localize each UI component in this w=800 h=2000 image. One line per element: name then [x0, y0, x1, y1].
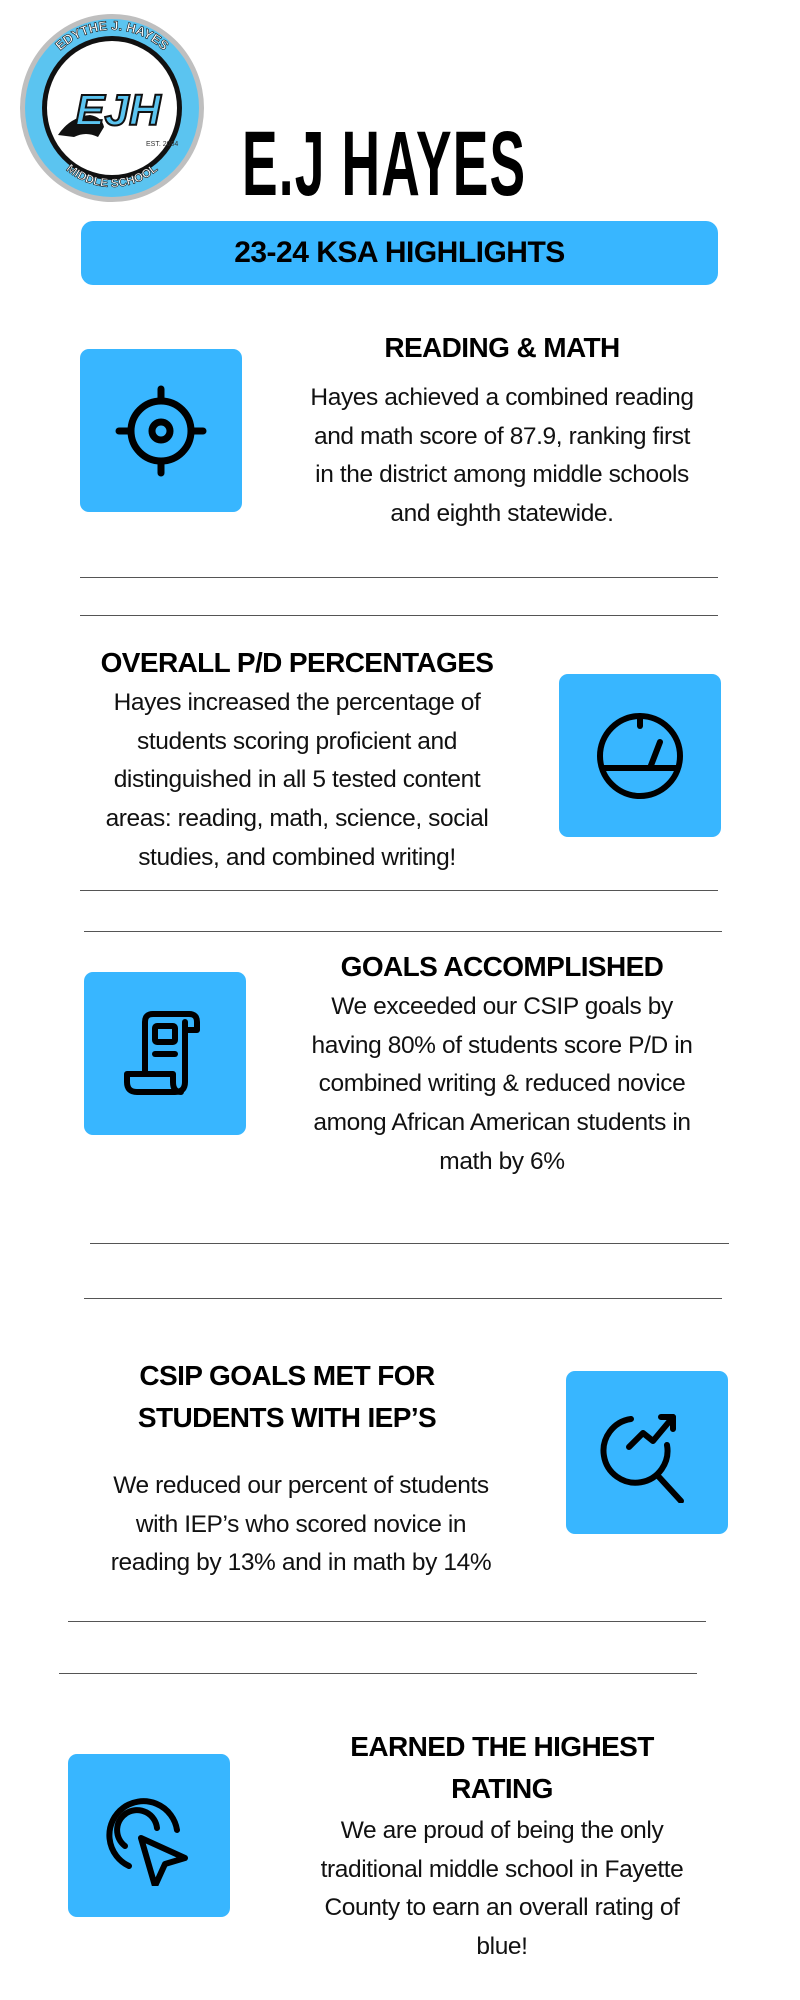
section-text: We exceeded our CSIP goals by having 80%…: [312, 988, 693, 1182]
search-trend-icon: [600, 1413, 684, 1503]
divider: [59, 1673, 697, 1674]
svg-text:EJH: EJH: [75, 86, 162, 135]
text-line: County to earn an overall rating of: [324, 1894, 680, 1922]
section-heading: STUDENTS WITH IEP’S: [137, 1402, 437, 1433]
page-title: E.J HAYES: [242, 113, 527, 215]
document-scroll-icon: [124, 1010, 200, 1095]
highlights-banner: 23-24 KSA HIGHLIGHTS: [81, 221, 718, 285]
text-line: and eighth statewide.: [390, 500, 614, 528]
svg-text:EST. 2004: EST. 2004: [146, 141, 178, 148]
text-line: studies, and combined writing!: [138, 843, 456, 871]
section-heading: EARNED THE HIGHEST: [350, 1731, 654, 1762]
divider: [84, 1298, 722, 1299]
section-heading: READING & MATH: [384, 332, 620, 363]
text-line: having 80% of students score P/D in: [311, 1031, 693, 1059]
text-line: Hayes increased the percentage of: [113, 689, 481, 716]
text-line: We reduced our percent of students: [113, 1472, 489, 1499]
search-trend-icon-box: [566, 1371, 728, 1534]
text-line: We are proud of being the only: [340, 1817, 664, 1844]
gauge-icon: [597, 712, 683, 799]
divider: [80, 577, 718, 578]
section-overall-pd: OVERALL P/D PERCENTAGES Hayes increased …: [101, 642, 494, 878]
text-line: areas: reading, math, science, social: [105, 805, 489, 833]
text-line: We exceeded our CSIP goals by: [331, 993, 673, 1020]
school-logo: EDYTHE J. HAYES EJH EST. 2004 MIDDLE SCH…: [18, 13, 206, 204]
cursor-icon-box: [68, 1754, 230, 1917]
divider: [68, 1621, 706, 1622]
text-line: traditional middle school in Fayette: [320, 1855, 684, 1883]
text-line: with IEP’s who scored novice in: [135, 1510, 467, 1538]
section-highest-rating: EARNED THE HIGHEST RATING We are proud o…: [321, 1726, 684, 1967]
section-heading: OVERALL P/D PERCENTAGES: [100, 647, 494, 678]
section-reading-math: READING & MATH Hayes achieved a combined…: [310, 327, 694, 534]
section-text: We are proud of being the only tradition…: [321, 1812, 684, 1967]
divider: [80, 615, 718, 616]
text-line: blue!: [476, 1933, 528, 1961]
divider: [80, 890, 718, 891]
section-text: Hayes achieved a combined reading and ma…: [310, 379, 694, 534]
target-icon-box: [80, 349, 242, 512]
document-icon-box: [84, 972, 246, 1135]
cursor-click-icon: [106, 1797, 188, 1886]
gauge-icon-box: [559, 674, 721, 837]
text-line: combined writing & reduced novice: [318, 1070, 686, 1098]
section-text: We reduced our percent of students with …: [110, 1467, 492, 1583]
divider: [84, 931, 722, 932]
text-line: among African American students in: [313, 1109, 691, 1137]
section-csip-iep: CSIP GOALS MET FOR STUDENTS WITH IEP’S: [137, 1355, 437, 1439]
divider: [90, 1243, 729, 1244]
section-heading: RATING: [451, 1773, 553, 1804]
text-line: students scoring proficient and: [137, 727, 457, 755]
text-line: distinguished in all 5 tested content: [113, 766, 481, 794]
text-line: in the district among middle schools: [315, 461, 689, 489]
section-text: Hayes increased the percentage of studen…: [101, 684, 494, 878]
banner-label: 23-24 KSA HIGHLIGHTS: [234, 236, 565, 269]
text-line: reading by 13% and in math by 14%: [110, 1549, 492, 1577]
section-goals-accomplished: GOALS ACCOMPLISHED We exceeded our CSIP …: [312, 946, 693, 1182]
target-icon: [115, 385, 207, 476]
text-line: math by 6%: [439, 1147, 565, 1175]
section-heading: CSIP GOALS MET FOR: [139, 1360, 435, 1391]
section-heading: GOALS ACCOMPLISHED: [340, 951, 664, 982]
text-line: and math score of 87.9, ranking first: [313, 422, 691, 450]
text-line: Hayes achieved a combined reading: [310, 384, 694, 411]
